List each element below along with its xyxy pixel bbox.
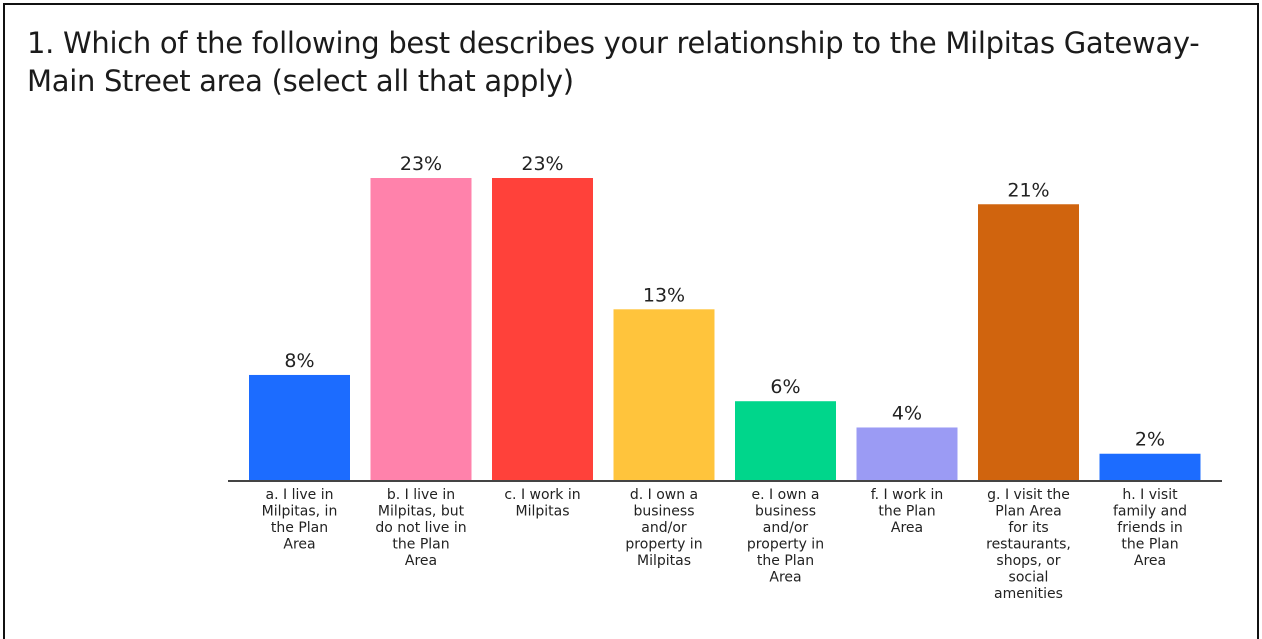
category-label-c: c. I work in Milpitas xyxy=(504,487,580,520)
bar-d xyxy=(613,309,715,480)
chart-title: 1. Which of the following best describes… xyxy=(27,26,1200,98)
value-label-e: 6% xyxy=(770,376,800,398)
category-label-line: property in xyxy=(747,537,824,553)
category-label-line: e. I own a xyxy=(751,487,819,503)
category-label-line: friends in xyxy=(1117,520,1182,536)
category-label-line: restaurants, xyxy=(986,537,1071,553)
category-label-line: the Plan xyxy=(757,553,814,569)
category-label-line: f. I work in xyxy=(871,487,943,503)
category-label-h: h. I visit family and friends in the Plan Ar… xyxy=(1113,487,1187,569)
bar-c xyxy=(492,178,593,480)
category-label-line: Area xyxy=(405,553,437,569)
category-label-line: family and xyxy=(1113,504,1187,520)
category-label-line: business xyxy=(755,504,816,520)
category-label-line: b. I live in xyxy=(387,487,455,503)
category-label-line: business xyxy=(633,504,694,520)
category-label-line: the Plan xyxy=(1121,537,1178,553)
bar-f xyxy=(856,427,958,480)
category-label-line: c. I work in xyxy=(504,487,580,503)
category-label-line: do not live in xyxy=(375,520,466,536)
category-label-line: a. I live in xyxy=(266,487,334,503)
category-label-line: and/or xyxy=(763,520,809,536)
category-label-line: amenities xyxy=(994,586,1063,602)
category-label-line: property in xyxy=(625,537,702,553)
category-label-e: e. I own a business and/or property in the P… xyxy=(747,487,824,586)
category-label-line: the Plan xyxy=(392,537,449,553)
category-label-line: shops, or xyxy=(996,553,1060,569)
category-label-line: the Plan xyxy=(271,520,328,536)
category-label-g: g. I visit the Plan Area for its restaurant… xyxy=(986,487,1071,602)
value-labels-layer: 8% 23% 23% 13% 6% 4% 21% 2% xyxy=(284,153,1165,451)
category-label-line: Area xyxy=(769,570,801,586)
category-label-a: a. I live in Milpitas, in the Plan Area xyxy=(262,487,338,553)
value-label-c: 23% xyxy=(521,153,563,175)
category-label-line: Area xyxy=(1134,553,1166,569)
category-label-line: h. I visit xyxy=(1122,487,1178,503)
category-label-line: Milpitas xyxy=(637,553,691,569)
category-label-d: d. I own a business and/or property in Milpi… xyxy=(625,487,702,569)
value-label-f: 4% xyxy=(892,402,922,424)
category-label-line: Plan Area xyxy=(995,504,1061,520)
category-label-line: and/or xyxy=(641,520,687,536)
bars-layer xyxy=(249,178,1201,480)
category-label-line: social xyxy=(1009,570,1049,586)
value-label-a: 8% xyxy=(284,350,314,372)
value-label-h: 2% xyxy=(1135,429,1165,451)
category-label-b: b. I live in Milpitas, but do not live in t… xyxy=(375,487,466,569)
category-label-line: Area xyxy=(283,537,315,553)
value-label-g: 21% xyxy=(1007,179,1049,201)
category-label-line: Area xyxy=(891,520,923,536)
value-label-b: 23% xyxy=(400,153,442,175)
category-label-line: d. I own a xyxy=(630,487,698,503)
bar-g xyxy=(978,204,1079,480)
value-label-d: 13% xyxy=(643,284,685,306)
bar-a xyxy=(249,374,350,480)
category-label-line: for its xyxy=(1008,520,1048,536)
category-label-line: Milpitas, in xyxy=(262,504,338,520)
category-label-line: Milpitas, but xyxy=(378,504,465,520)
bar-e xyxy=(735,401,836,480)
category-label-line: the Plan xyxy=(878,504,935,520)
category-label-f: f. I work in the Plan Area xyxy=(871,487,943,536)
bar-h xyxy=(1099,453,1201,480)
category-label-line: g. I visit the xyxy=(987,487,1070,503)
chart-frame xyxy=(3,3,1259,639)
category-label-line: Milpitas xyxy=(516,504,570,520)
bar-b xyxy=(370,178,472,480)
